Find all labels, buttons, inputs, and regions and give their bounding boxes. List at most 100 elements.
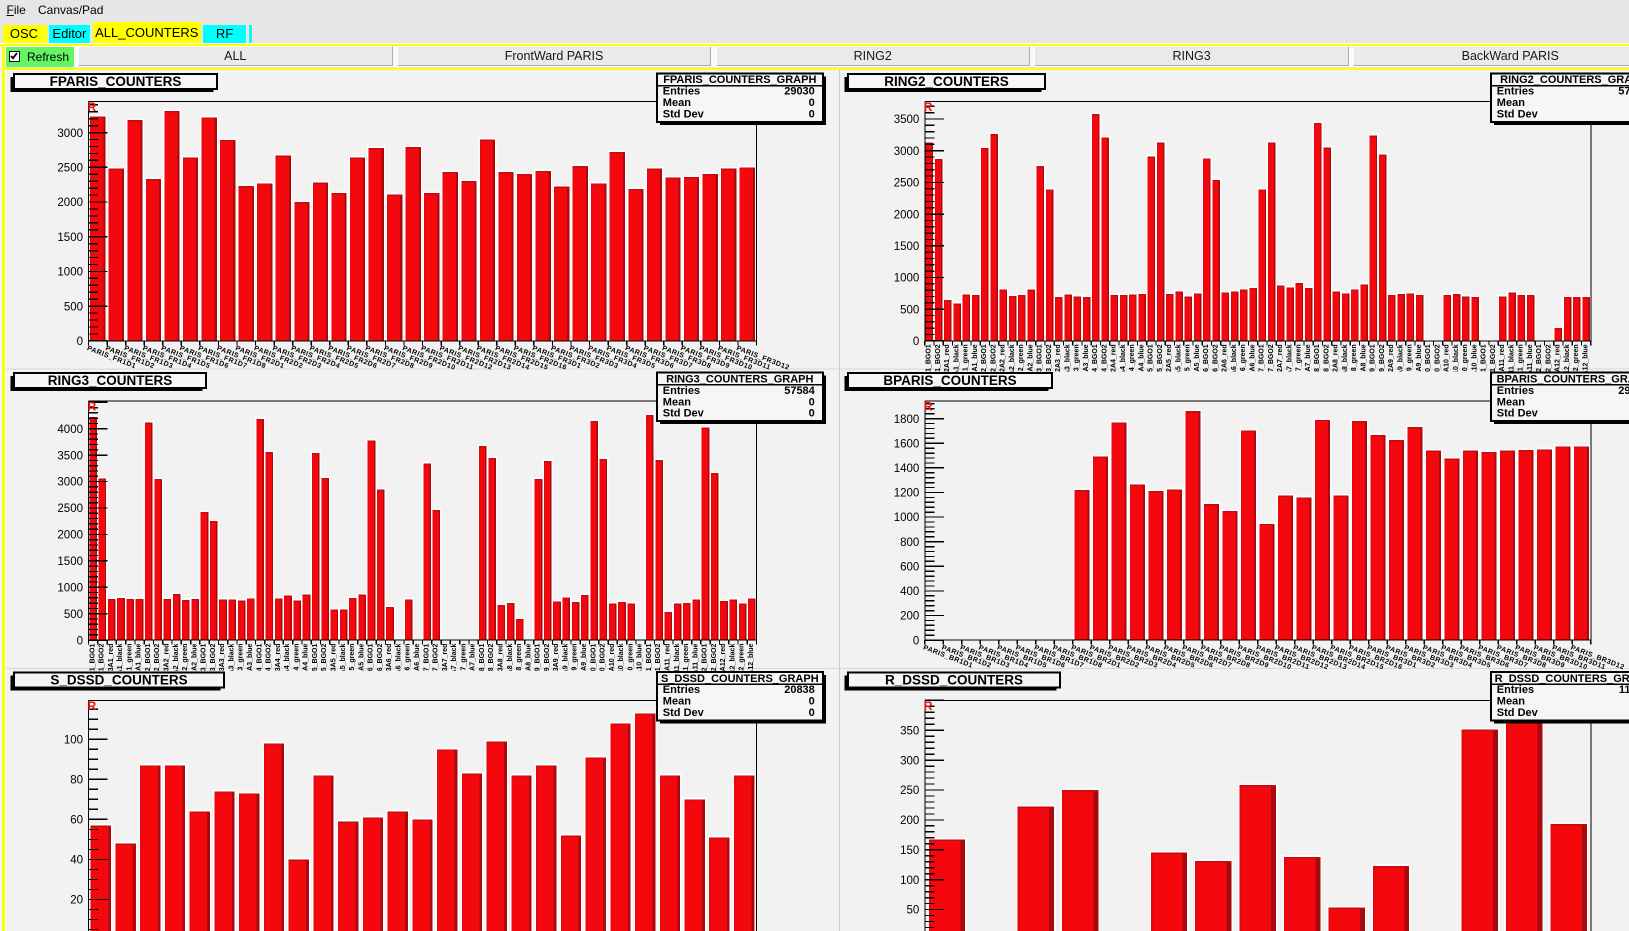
svg-text:Mean: Mean bbox=[1497, 97, 1525, 109]
svg-text:1500: 1500 bbox=[57, 232, 83, 244]
svg-text:500: 500 bbox=[64, 301, 83, 313]
svg-text:57584: 57584 bbox=[1618, 86, 1629, 98]
svg-text:Std Dev: Std Dev bbox=[663, 108, 705, 120]
svg-text:2A2_red: 2A2_red bbox=[1000, 344, 1007, 372]
svg-text:3A7_black: 3A7_black bbox=[451, 643, 458, 678]
svg-text:2A7_red: 2A7_red bbox=[1277, 344, 1284, 372]
svg-text:RING3_COUNTERS: RING3_COUNTERS bbox=[48, 373, 173, 388]
svg-text:3A5_red: 3A5_red bbox=[331, 644, 338, 672]
svg-text:3A4_red: 3A4_red bbox=[275, 644, 282, 672]
svg-text:2A3_green: 2A3_green bbox=[1074, 344, 1081, 380]
svg-text:0: 0 bbox=[809, 707, 815, 719]
svg-text:3A8_blue: 3A8_blue bbox=[525, 643, 532, 674]
svg-text:3A9_green: 3A9_green bbox=[572, 644, 579, 680]
svg-text:3A3_BGO1: 3A3_BGO1 bbox=[201, 643, 208, 680]
svg-text:Entries: Entries bbox=[1497, 684, 1534, 696]
svg-text:Entries: Entries bbox=[663, 385, 700, 397]
svg-text:Entries: Entries bbox=[663, 684, 700, 696]
svg-text:2A2_green: 2A2_green bbox=[1018, 344, 1025, 380]
svg-text:3A10_blue: 3A10_blue bbox=[637, 644, 644, 679]
svg-text:400: 400 bbox=[900, 586, 919, 598]
svg-text:20: 20 bbox=[70, 895, 83, 907]
svg-text:2000: 2000 bbox=[57, 197, 83, 209]
svg-text:3A1_blue: 3A1_blue bbox=[136, 643, 143, 674]
svg-text:R: R bbox=[924, 699, 933, 713]
svg-text:3A11_BGO1: 3A11_BGO1 bbox=[646, 644, 653, 684]
svg-text:3A12_BGO1: 3A12_BGO1 bbox=[702, 643, 709, 684]
svg-text:2A5_green: 2A5_green bbox=[1185, 344, 1192, 380]
svg-text:Entries: Entries bbox=[663, 86, 700, 98]
svg-text:2A9_black: 2A9_black bbox=[1397, 344, 1404, 379]
svg-text:2A1_red: 2A1_red bbox=[944, 344, 951, 372]
svg-text:FPARIS_COUNTERS: FPARIS_COUNTERS bbox=[50, 74, 182, 89]
svg-text:2A11_blue: 2A11_blue bbox=[1527, 344, 1534, 379]
svg-text:2A11_black: 2A11_black bbox=[1508, 344, 1515, 382]
svg-text:3A3_red: 3A3_red bbox=[219, 644, 226, 672]
svg-text:2A7_blue: 2A7_blue bbox=[1305, 344, 1312, 375]
svg-text:29030: 29030 bbox=[784, 86, 815, 98]
svg-text:3A5_blue: 3A5_blue bbox=[358, 643, 365, 674]
svg-text:3A8_red: 3A8_red bbox=[498, 644, 505, 672]
svg-text:2A1_green: 2A1_green bbox=[963, 344, 970, 380]
svg-text:2A3_black: 2A3_black bbox=[1064, 344, 1071, 379]
svg-text:3A11_red: 3A11_red bbox=[665, 644, 672, 675]
svg-text:R_DSSD_COUNTERS: R_DSSD_COUNTERS bbox=[885, 672, 1023, 687]
svg-text:2A12_green: 2A12_green bbox=[1573, 344, 1580, 384]
svg-text:3A12_red: 3A12_red bbox=[720, 644, 727, 676]
svg-text:0: 0 bbox=[77, 635, 83, 647]
svg-text:3A10_BGO1: 3A10_BGO1 bbox=[590, 643, 597, 684]
svg-text:3A11_black: 3A11_black bbox=[674, 644, 681, 682]
svg-text:3A7_BGO2: 3A7_BGO2 bbox=[433, 643, 440, 680]
svg-text:3A2_BGO1: 3A2_BGO1 bbox=[145, 643, 152, 680]
svg-text:200: 200 bbox=[900, 815, 919, 827]
svg-text:300: 300 bbox=[900, 755, 919, 767]
svg-text:2A9_BGO1: 2A9_BGO1 bbox=[1370, 344, 1377, 381]
svg-text:0: 0 bbox=[809, 408, 815, 420]
svg-text:2A5_blue: 2A5_blue bbox=[1194, 344, 1201, 375]
svg-text:3A11_BGO2: 3A11_BGO2 bbox=[655, 644, 662, 684]
svg-text:0: 0 bbox=[809, 396, 815, 408]
svg-text:3A12_blue: 3A12_blue bbox=[748, 644, 755, 679]
svg-text:RING3_COUNTERS_GRAPH: RING3_COUNTERS_GRAPH bbox=[666, 374, 813, 386]
svg-text:2A9_green: 2A9_green bbox=[1407, 344, 1414, 380]
svg-text:2A12_red: 2A12_red bbox=[1555, 344, 1562, 376]
svg-text:2A1_black: 2A1_black bbox=[953, 344, 960, 379]
svg-text:2A8_blue: 2A8_blue bbox=[1360, 344, 1367, 375]
svg-text:2A7_BGO1: 2A7_BGO1 bbox=[1259, 344, 1266, 381]
svg-text:2A1_BGO2: 2A1_BGO2 bbox=[935, 344, 942, 381]
svg-text:1000: 1000 bbox=[894, 512, 920, 524]
svg-text:2A4_black: 2A4_black bbox=[1120, 344, 1127, 379]
svg-text:2000: 2000 bbox=[894, 209, 920, 221]
svg-text:Mean: Mean bbox=[1497, 696, 1525, 708]
svg-text:3A1_BGO2: 3A1_BGO2 bbox=[99, 643, 106, 680]
svg-text:3A6_BGO1: 3A6_BGO1 bbox=[368, 643, 375, 680]
svg-text:4000: 4000 bbox=[57, 424, 83, 436]
svg-text:3A8_BGO2: 3A8_BGO2 bbox=[488, 643, 495, 680]
svg-text:2A3_BGO1: 2A3_BGO1 bbox=[1037, 344, 1044, 381]
svg-text:2A3_red: 2A3_red bbox=[1055, 344, 1062, 372]
svg-text:2A1_BGO1: 2A1_BGO1 bbox=[926, 344, 933, 381]
svg-text:3A7_BGO1: 3A7_BGO1 bbox=[423, 643, 430, 680]
svg-text:2A10_red: 2A10_red bbox=[1444, 344, 1451, 376]
svg-text:Std Dev: Std Dev bbox=[663, 707, 705, 719]
svg-text:2A2_BGO2: 2A2_BGO2 bbox=[990, 344, 997, 381]
svg-text:1500: 1500 bbox=[57, 556, 83, 568]
svg-text:500: 500 bbox=[900, 304, 919, 316]
svg-text:3A4_green: 3A4_green bbox=[293, 644, 300, 680]
svg-text:3A10_black: 3A10_black bbox=[618, 643, 625, 682]
svg-text:150: 150 bbox=[900, 845, 919, 857]
svg-text:3A9_BGO2: 3A9_BGO2 bbox=[544, 643, 551, 680]
svg-text:2500: 2500 bbox=[57, 163, 83, 175]
svg-text:3000: 3000 bbox=[894, 146, 920, 158]
svg-text:3A4_black: 3A4_black bbox=[284, 643, 291, 678]
svg-text:3A12_black: 3A12_black bbox=[729, 643, 736, 682]
svg-text:3A6_blue: 3A6_blue bbox=[414, 643, 421, 674]
svg-text:20838: 20838 bbox=[784, 684, 815, 696]
svg-text:2A9_BGO2: 2A9_BGO2 bbox=[1379, 344, 1386, 381]
svg-text:57584: 57584 bbox=[784, 385, 815, 397]
svg-text:3A2_black: 3A2_black bbox=[173, 643, 180, 678]
svg-text:0: 0 bbox=[809, 696, 815, 708]
svg-text:3A7_green: 3A7_green bbox=[460, 644, 467, 680]
svg-text:40: 40 bbox=[70, 855, 83, 867]
svg-text:3A5_BGO1: 3A5_BGO1 bbox=[312, 643, 319, 680]
